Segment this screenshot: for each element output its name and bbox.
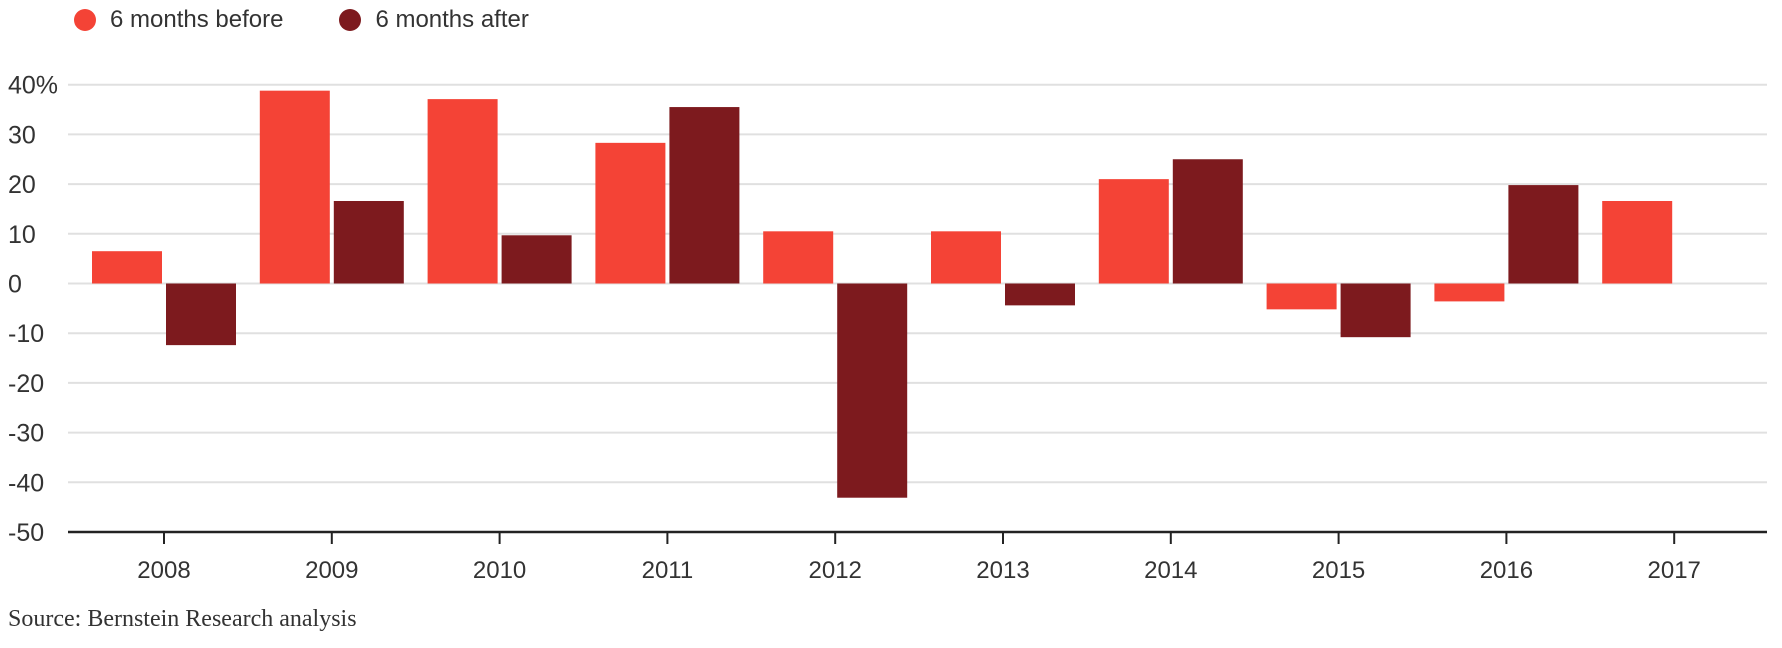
y-tick-label: -50 xyxy=(8,519,44,547)
bar-before-2010 xyxy=(427,99,498,284)
bar-after-2012 xyxy=(837,283,908,498)
y-tick-label: 0 xyxy=(8,271,22,299)
bar-before-2015 xyxy=(1266,283,1337,310)
legend-label-after: 6 months after xyxy=(375,6,529,33)
bar-before-2016 xyxy=(1434,283,1505,302)
x-tick-label: 2012 xyxy=(809,557,862,584)
x-tick-label: 2013 xyxy=(976,557,1029,584)
x-tick-label: 2016 xyxy=(1480,557,1533,584)
legend-item-after: 6 months after xyxy=(339,6,529,34)
bar-after-2009 xyxy=(333,200,404,284)
x-tick-label: 2010 xyxy=(473,557,526,584)
bar-before-2012 xyxy=(763,231,834,284)
y-tick-label: -40 xyxy=(8,469,44,497)
chart-legend: 6 months before 6 months after xyxy=(74,6,529,34)
bar-after-2015 xyxy=(1340,283,1411,338)
y-tick-label: 10 xyxy=(8,221,36,249)
bar-before-2014 xyxy=(1098,179,1169,284)
y-tick-label: -10 xyxy=(8,320,44,348)
x-tick-label: 2017 xyxy=(1648,557,1701,584)
y-tick-label: 30 xyxy=(8,121,36,149)
y-tick-label: -30 xyxy=(8,420,44,448)
bar-before-2017 xyxy=(1602,200,1673,284)
bar-after-2013 xyxy=(1005,283,1075,306)
x-tick-label: 2014 xyxy=(1144,557,1197,584)
x-tick-label: 2015 xyxy=(1312,557,1365,584)
bar-after-2011 xyxy=(669,107,740,284)
bar-before-2009 xyxy=(259,90,330,284)
bar-after-2008 xyxy=(166,283,236,346)
bar-before-2008 xyxy=(92,251,162,284)
x-tick-label: 2011 xyxy=(642,557,694,584)
legend-swatch-after xyxy=(339,9,362,31)
source-note: Source: Bernstein Research analysis xyxy=(8,606,357,632)
legend-swatch-before xyxy=(74,9,96,31)
y-tick-label: 40% xyxy=(8,72,58,100)
y-tick-label: 20 xyxy=(8,171,36,199)
bar-after-2014 xyxy=(1172,159,1243,284)
legend-label-before: 6 months before xyxy=(110,6,284,33)
x-tick-label: 2008 xyxy=(137,557,190,584)
bar-before-2011 xyxy=(595,142,666,284)
bar-after-2016 xyxy=(1508,185,1579,284)
x-tick-label: 2009 xyxy=(305,557,358,584)
y-tick-label: -20 xyxy=(8,370,44,398)
bar-after-2010 xyxy=(501,235,572,284)
legend-item-before: 6 months before xyxy=(74,6,283,34)
bar-before-2013 xyxy=(931,231,1001,284)
